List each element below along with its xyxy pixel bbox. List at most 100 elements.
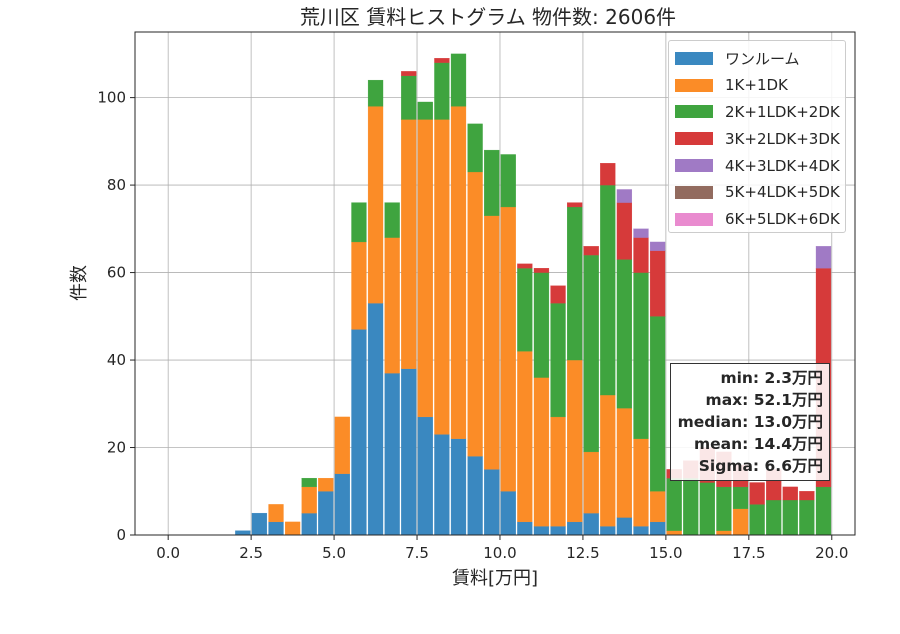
bar-segment bbox=[467, 171, 483, 457]
bar-segment bbox=[318, 477, 334, 492]
x-tick-label: 17.5 bbox=[732, 544, 765, 562]
bar-segment bbox=[401, 75, 417, 120]
legend-swatch bbox=[675, 78, 713, 92]
bar-segment bbox=[550, 303, 566, 418]
bar-segment bbox=[401, 119, 417, 369]
bar-segment bbox=[782, 486, 798, 501]
x-tick-label: 0.0 bbox=[156, 544, 180, 562]
bar-segment bbox=[434, 119, 450, 435]
x-tick-label: 12.5 bbox=[566, 544, 599, 562]
bar-segment bbox=[567, 206, 583, 361]
bar-segment bbox=[649, 491, 666, 523]
legend-swatch bbox=[675, 132, 713, 146]
chart-title: 荒川区 賃料ヒストグラム 物件数: 2606件 bbox=[300, 5, 676, 29]
bar-segment bbox=[251, 512, 268, 536]
bar-segment bbox=[766, 499, 782, 536]
bar-segment bbox=[815, 246, 832, 269]
bar-segment bbox=[716, 486, 732, 531]
bar-segment bbox=[450, 53, 467, 107]
y-axis-label: 件数 bbox=[69, 265, 90, 301]
bar-segment bbox=[815, 486, 832, 536]
bar-segment bbox=[517, 263, 533, 269]
bar-segment bbox=[484, 469, 500, 536]
bar-segment bbox=[732, 486, 749, 509]
bar-segment bbox=[467, 456, 483, 536]
bar-segment bbox=[633, 228, 649, 238]
bar-segment bbox=[799, 499, 815, 536]
bar-segment bbox=[633, 526, 649, 536]
bar-segment bbox=[367, 79, 384, 107]
bar-segment bbox=[467, 123, 483, 173]
bar-segment bbox=[268, 521, 284, 536]
bar-segment bbox=[633, 237, 649, 273]
bar-segment bbox=[550, 416, 566, 527]
legend-item: 3K+2LDK+3DK bbox=[675, 125, 840, 152]
legend-item: 5K+4LDK+5DK bbox=[675, 179, 840, 206]
bar-segment bbox=[235, 530, 251, 536]
legend-item: ワンルーム bbox=[675, 45, 839, 72]
bar-segment bbox=[550, 285, 566, 304]
bar-segment bbox=[367, 106, 384, 304]
bar-segment bbox=[749, 482, 765, 505]
x-tick-label: 7.5 bbox=[405, 544, 429, 562]
x-tick-label: 20.0 bbox=[815, 544, 848, 562]
legend-swatch bbox=[675, 105, 713, 119]
bar-segment bbox=[583, 512, 599, 536]
bar-segment bbox=[500, 491, 516, 536]
bar-segment bbox=[318, 491, 334, 536]
plot-frame bbox=[134, 31, 856, 536]
bar-segment bbox=[666, 530, 682, 536]
bar-segment bbox=[649, 316, 666, 492]
bar-segment bbox=[600, 526, 616, 536]
bar-segment bbox=[583, 451, 599, 514]
legend-label: ワンルーム bbox=[725, 49, 800, 68]
x-axis-label: 賃料[万円] bbox=[452, 568, 538, 589]
bar-segment bbox=[384, 237, 400, 374]
x-tick-label: 10.0 bbox=[483, 544, 516, 562]
bar-segment bbox=[301, 486, 317, 514]
bars-layer bbox=[235, 53, 832, 536]
bar-segment bbox=[434, 62, 450, 120]
y-tick-label: 60 bbox=[107, 264, 126, 282]
legend-swatch bbox=[675, 51, 713, 65]
bar-segment bbox=[633, 438, 649, 527]
x-tick-label: 2.5 bbox=[239, 544, 263, 562]
bar-segment bbox=[450, 106, 467, 439]
x-tick-label: 5.0 bbox=[322, 544, 346, 562]
bar-segment bbox=[583, 254, 599, 453]
bar-segment bbox=[268, 504, 284, 523]
stats-annotation: min: 2.3万円 max: 52.1万円 median: 13.0万円 me… bbox=[670, 363, 830, 481]
bar-segment bbox=[401, 368, 417, 536]
x-tick-label: 15.0 bbox=[649, 544, 682, 562]
bar-segment bbox=[683, 477, 699, 536]
bar-segment bbox=[351, 329, 367, 536]
bar-segment bbox=[732, 508, 749, 536]
bar-segment bbox=[401, 71, 417, 76]
bar-segment bbox=[351, 202, 367, 243]
bar-segment bbox=[616, 189, 633, 203]
legend-swatch bbox=[675, 159, 713, 173]
bar-segment bbox=[533, 377, 550, 527]
y-axis-ticks: 0 20 40 60 80 100 bbox=[97, 89, 135, 544]
bar-segment bbox=[417, 416, 433, 536]
legend-item: 1K+1DK bbox=[675, 72, 839, 99]
bar-segment bbox=[616, 259, 633, 409]
bar-segment bbox=[567, 521, 583, 536]
bar-segment bbox=[517, 521, 533, 536]
bar-segment bbox=[533, 272, 550, 378]
bar-segment bbox=[484, 215, 500, 470]
bar-segment bbox=[782, 499, 798, 536]
bar-segment bbox=[500, 154, 516, 208]
legend-label: 6K+5LDK+6DK bbox=[725, 210, 840, 229]
stat-median: median: 13.0万円 bbox=[677, 413, 823, 431]
bar-segment bbox=[284, 521, 301, 536]
bar-segment bbox=[367, 303, 384, 536]
bar-segment bbox=[616, 202, 633, 260]
bar-segment bbox=[649, 250, 666, 317]
x-axis-ticks: 0.0 2.5 5.0 7.5 10.0 12.5 15.0 17.5 20.0 bbox=[156, 535, 848, 562]
bar-segment bbox=[799, 491, 815, 501]
bar-segment bbox=[517, 351, 533, 523]
y-tick-label: 40 bbox=[107, 351, 126, 369]
bar-segment bbox=[699, 482, 715, 536]
